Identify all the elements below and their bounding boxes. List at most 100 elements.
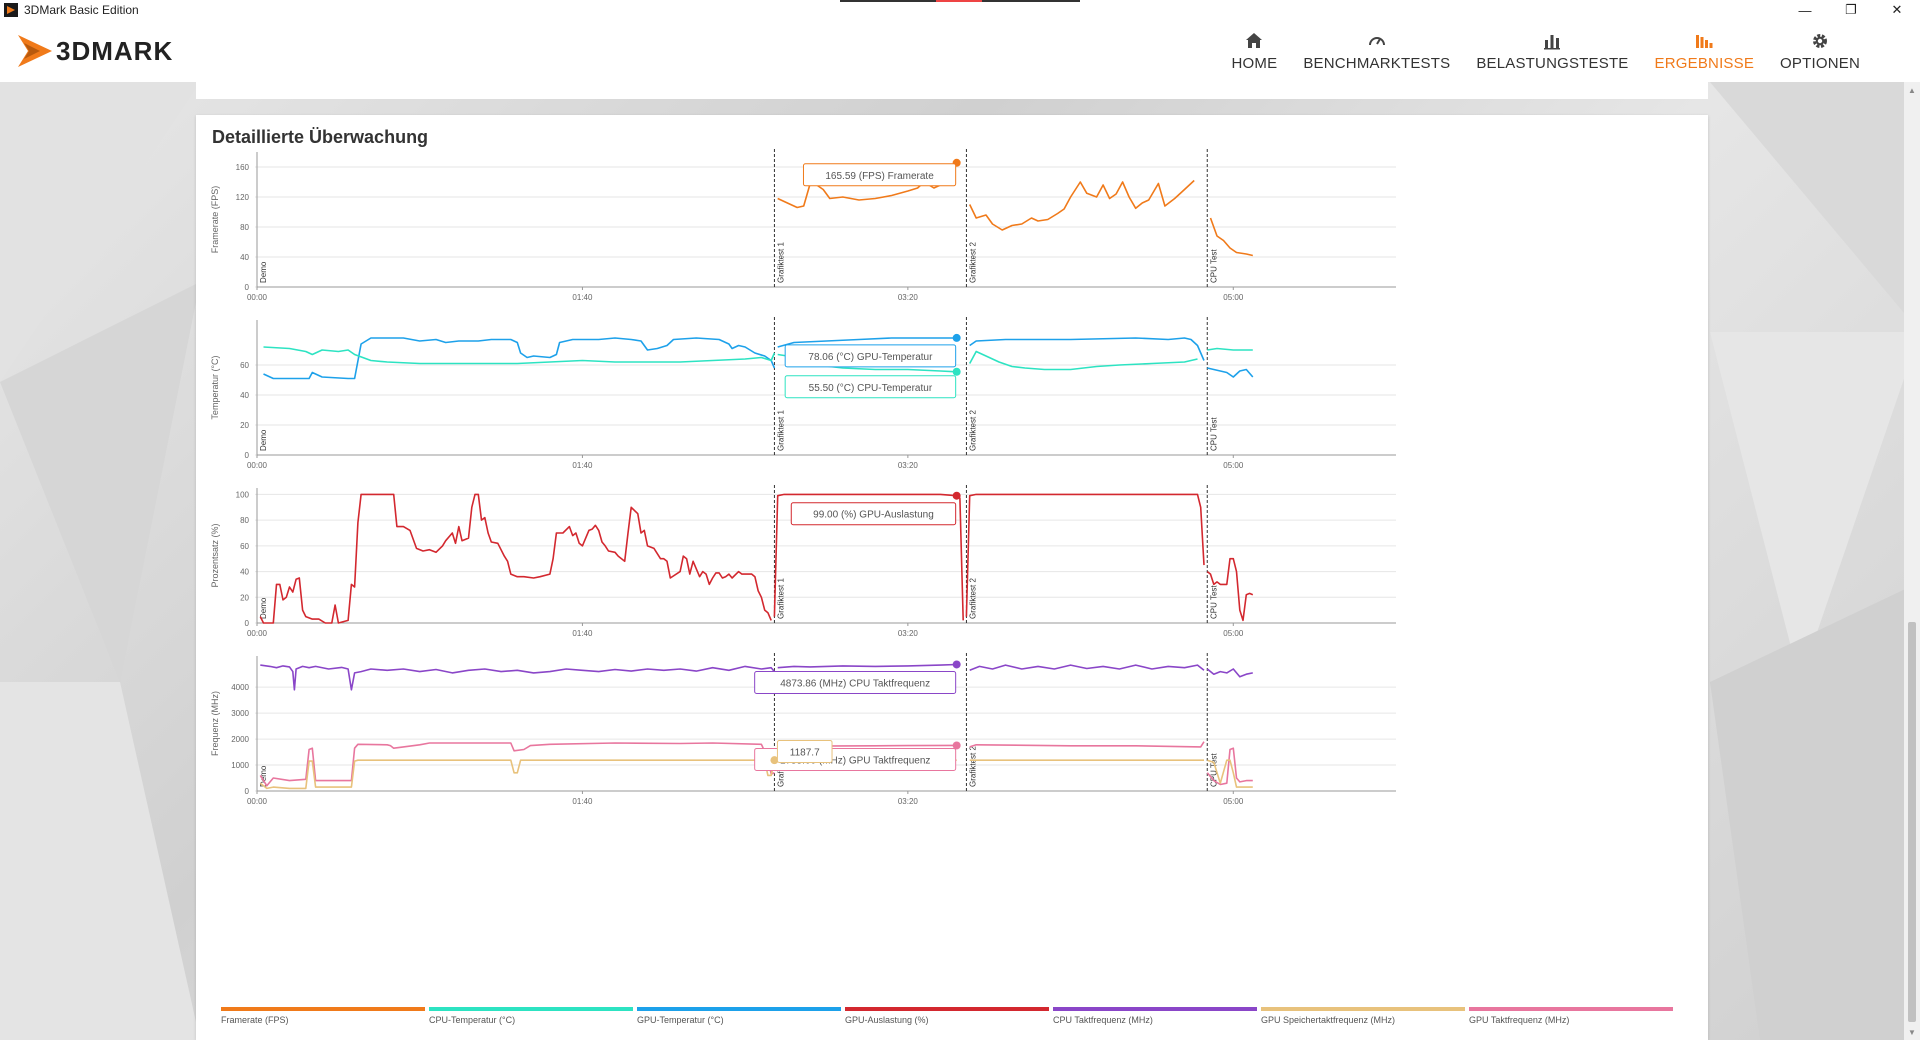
x-tick-label: 03:20 [898, 629, 919, 638]
series-line [777, 337, 957, 348]
test-marker-label: Grafiktest 2 [968, 578, 977, 619]
y-tick-label: 100 [236, 490, 250, 499]
tooltip-text: 4873.86 (MHz) CPU Taktfrequenz [780, 678, 930, 689]
y-tick-label: 0 [245, 619, 250, 628]
test-marker-label: Grafiktest 1 [776, 242, 785, 283]
gear-icon [1813, 33, 1828, 48]
test-marker-label: Grafiktest 2 [968, 242, 977, 283]
nav-home[interactable]: HOME [1232, 20, 1278, 82]
bar-chart-icon [1544, 34, 1561, 49]
main-nav: HOME BENCHMARKTESTS BELASTUNGSTESTE ERGE… [1206, 20, 1861, 82]
hover-point [952, 660, 961, 669]
test-marker-label: CPU Test [1209, 585, 1218, 619]
nav-belastungsteste-label: BELASTUNGSTESTE [1476, 54, 1629, 72]
tooltip-text: 78.06 (°C) GPU-Temperatur [808, 352, 933, 363]
background-pattern [0, 82, 1920, 1040]
y-tick-label: 20 [240, 421, 249, 430]
y-tick-label: 120 [236, 193, 250, 202]
x-tick-label: 01:40 [572, 461, 593, 470]
tooltip-box [784, 344, 957, 368]
tooltip-text: 99.00 (%) GPU-Auslastung [813, 510, 934, 521]
nav-ergebnisse-label: ERGEBNISSE [1654, 54, 1755, 72]
legend-label: GPU Speichertaktfrequenz (MHz) [1261, 1015, 1395, 1025]
nav-optionen[interactable]: OPTIONEN [1780, 20, 1860, 82]
test-marker-label: Demo [259, 765, 268, 787]
x-tick-label: 00:00 [247, 293, 268, 302]
x-tick-label: 00:00 [247, 797, 268, 806]
x-tick-label: 00:00 [247, 629, 268, 638]
3dmark-logo[interactable]: 3DMARK [18, 28, 173, 74]
maximize-button[interactable]: ❐ [1845, 2, 1857, 17]
legend-swatch [1469, 1007, 1673, 1011]
scrollbar-thumb[interactable] [1908, 622, 1916, 1022]
test-marker-label: Demo [259, 597, 268, 619]
section-title: Detaillierte Überwachung [212, 127, 429, 147]
test-marker-label: Grafiktest 1 [776, 410, 785, 451]
y-axis-label: Framerate (FPS) [210, 186, 220, 254]
scroll-down-icon[interactable]: ▼ [1908, 1027, 1916, 1037]
series-line [968, 350, 1198, 371]
x-tick-label: 01:40 [572, 629, 593, 638]
y-tick-label: 0 [245, 283, 250, 292]
series-line [263, 346, 776, 365]
brand-name: 3DMARK [56, 35, 174, 66]
x-tick-label: 05:00 [1223, 293, 1244, 302]
series-line [1206, 557, 1254, 622]
series-line [1207, 759, 1253, 788]
speedometer-icon [1368, 36, 1385, 45]
tooltip-box [802, 163, 957, 187]
app-icon [4, 3, 18, 17]
nav-ergebnisse[interactable]: ERGEBNISSE [1655, 20, 1755, 82]
nav-benchmarktests[interactable]: BENCHMARKTESTS [1303, 20, 1450, 82]
legend-label: GPU Taktfrequenz (MHz) [1469, 1015, 1569, 1025]
legend-label: CPU-Temperatur (°C) [429, 1015, 515, 1025]
x-tick-label: 05:00 [1223, 797, 1244, 806]
y-axis-label: Temperatur (°C) [210, 355, 220, 419]
y-tick-label: 20 [240, 593, 249, 602]
y-tick-label: 0 [245, 451, 250, 460]
y-tick-label: 60 [240, 361, 249, 370]
x-tick-label: 01:40 [572, 293, 593, 302]
y-tick-label: 80 [240, 516, 249, 525]
scrollbar[interactable]: ▲ ▼ [1904, 82, 1920, 1040]
series-line [1206, 668, 1253, 678]
series-line [1209, 217, 1253, 257]
test-marker-label: Demo [259, 261, 268, 283]
series-line [259, 742, 775, 787]
x-tick-label: 00:00 [247, 461, 268, 470]
y-tick-label: 1000 [231, 761, 249, 770]
legend-swatch [1053, 1007, 1257, 1011]
y-tick-label: 0 [245, 787, 250, 796]
legend-swatch [221, 1007, 425, 1011]
series-line [965, 493, 1205, 617]
window-controls: — ❐ ✕ [1782, 0, 1920, 20]
nav-belastungsteste[interactable]: BELASTUNGSTESTE [1476, 20, 1628, 82]
x-tick-label: 03:20 [898, 797, 919, 806]
series-line [1207, 347, 1253, 351]
previous-card [196, 82, 1708, 99]
series-line [260, 664, 776, 691]
nav-optionen-label: OPTIONEN [1780, 54, 1860, 72]
home-icon [1246, 32, 1263, 48]
y-tick-label: 80 [240, 223, 249, 232]
tooltip-text: 165.59 (FPS) Framerate [825, 171, 934, 182]
y-axis-label: Prozentsatz (%) [210, 523, 220, 587]
y-tick-label: 3000 [231, 709, 249, 718]
series-line [1207, 367, 1254, 378]
legend-swatch [845, 1007, 1049, 1011]
hover-point [952, 491, 961, 500]
results-icon [1696, 34, 1713, 48]
y-tick-label: 60 [240, 542, 249, 551]
series-line [263, 337, 776, 380]
y-tick-label: 2000 [231, 735, 249, 744]
legend-swatch [1261, 1007, 1465, 1011]
scroll-up-icon[interactable]: ▲ [1908, 85, 1916, 95]
logo-arrow-icon [18, 35, 52, 67]
series-line [969, 337, 1205, 361]
monitoring-charts: 0 40 80 120 160 00:00 01:40 03:20 05:00 Framerate… [210, 149, 1673, 1025]
close-button[interactable]: ✕ [1891, 2, 1903, 17]
y-tick-label: 160 [236, 163, 250, 172]
series-line [1206, 747, 1253, 786]
minimize-button[interactable]: — [1798, 2, 1812, 18]
hover-point [952, 367, 961, 376]
